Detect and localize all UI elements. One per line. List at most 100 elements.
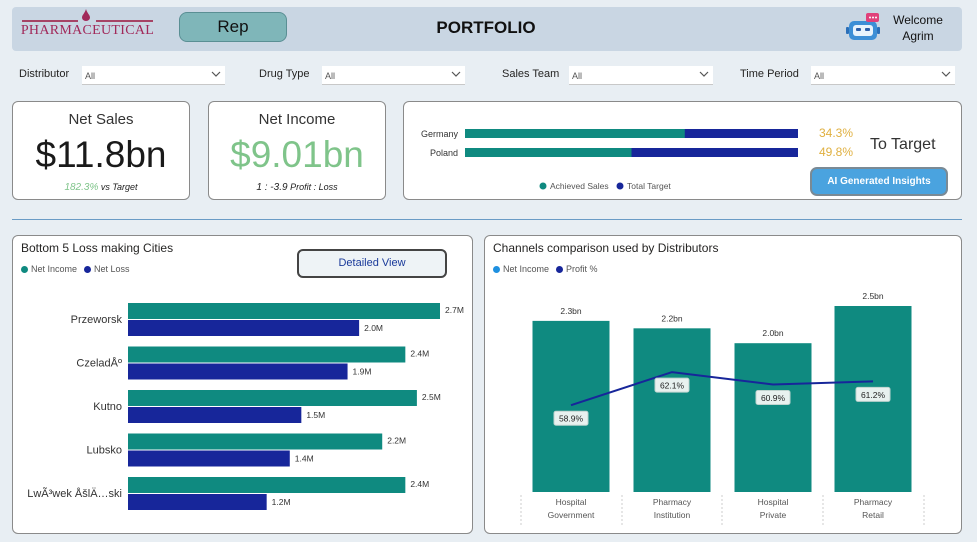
net-sales-value: $11.8bn (35, 134, 167, 175)
channel-category-label: Hospital (758, 497, 789, 507)
net-income-label: 2.4M (410, 479, 429, 489)
to-target-card: Germany Poland Achieved Sales Total Targ… (403, 101, 962, 200)
legend-dot-profit (556, 265, 564, 273)
sales-team-select[interactable]: All (569, 66, 713, 85)
legend-label-net-income: Net Income (31, 264, 78, 274)
channel-bar (532, 320, 610, 492)
chevron-down-icon (941, 71, 951, 77)
legend-dot-net-income (493, 265, 500, 273)
chatbot-icon[interactable] (846, 12, 882, 42)
channel-category-label: Hospital (556, 497, 587, 507)
legend-label-profit: Profit % (566, 264, 598, 274)
profit-label-box (654, 377, 690, 393)
city-label: Przeworsk (71, 314, 123, 326)
net-loss-bar (128, 494, 267, 510)
net-income-label: 2.5M (422, 392, 441, 402)
channel-value-label: 2.5bn (862, 291, 884, 301)
chevron-down-icon (211, 71, 221, 77)
channel-value-label: 2.3bn (560, 306, 582, 316)
net-income-value: $9.01bn (230, 134, 364, 175)
legend-dot-net-income (21, 265, 28, 273)
detailed-view-button[interactable]: Detailed View (297, 249, 447, 278)
target-chart: Germany Poland Achieved Sales Total Targ… (421, 126, 936, 191)
time-period-select-value: All (814, 71, 825, 81)
user-name: Agrim (902, 29, 934, 43)
target-achieved-bar (465, 129, 685, 138)
sales-team-select-value: All (572, 71, 583, 81)
target-country-label: Germany (421, 129, 459, 139)
ai-insights-button[interactable]: AI Generated Insights (810, 167, 948, 196)
filter-label-sales-team: Sales Team (502, 68, 560, 80)
net-income-bar (128, 303, 440, 319)
channel-category-label: Pharmacy (653, 497, 692, 507)
profit-label: 60.9% (761, 393, 786, 403)
profit-label: 61.2% (861, 390, 886, 400)
net-sales-card: Net Sales $11.8bn 182.3% vs Target (12, 101, 190, 200)
net-loss-bar (128, 450, 290, 467)
channel-value-label: 2.2bn (661, 313, 683, 323)
logo-rule-left (22, 20, 78, 22)
distributor-select[interactable]: All (82, 66, 225, 85)
city-label: LwÃ³wek ÅšlÄ…ski (27, 487, 122, 500)
net-sales-sub: 182.3% vs Target (13, 182, 189, 193)
net-income-label: 2.4M (410, 349, 429, 359)
target-country-label: Poland (430, 148, 458, 158)
net-income-bar (128, 433, 383, 450)
net-loss-bar (128, 320, 360, 336)
filter-label-distributor: Distributor (19, 68, 70, 80)
page-title: PORTFOLIO (436, 18, 536, 37)
company-logo: PHARMACEUTICAL (20, 9, 155, 41)
filter-label-time-period: Time Period (740, 68, 799, 80)
legend-dot-achieved (539, 182, 547, 190)
vs-target-percent: 182.3% (64, 182, 99, 193)
profit-label-box (855, 386, 891, 402)
channels-panel: Channels comparison used by Distributors… (484, 235, 962, 534)
target-achieved-bar (465, 148, 632, 157)
net-income-label: 2.2M (387, 436, 406, 446)
welcome-label: Welcome (893, 13, 943, 27)
channel-category-label: Institution (654, 510, 691, 520)
rep-button[interactable]: Rep (179, 12, 287, 42)
profit-loss-ratio-row: 1 : -3.9 Profit : Loss (209, 182, 385, 193)
chevron-down-icon (451, 71, 461, 77)
net-loss-label: 1.2M (272, 497, 291, 507)
time-period-select[interactable]: All (811, 66, 955, 85)
net-loss-bar (128, 363, 348, 380)
profit-label-box (755, 390, 791, 406)
legend-label-target: Total Target (627, 181, 671, 191)
loss-cities-chart: Przeworsk 2.7M 2.0M CzeladÅº 2.4M 1.9M Kutno 2.… (27, 303, 464, 510)
filter-label-drug-type: Drug Type (259, 68, 310, 80)
header-bar (12, 7, 962, 51)
net-income-card: Net Income $9.01bn 1 : -3.9 Profit : Los… (208, 101, 386, 200)
profit-label: 58.9% (559, 414, 584, 424)
channel-value-label: 2.0bn (762, 328, 784, 338)
channel-category-label: Retail (862, 510, 884, 520)
section-divider (12, 219, 962, 220)
profit-loss-ratio: 1 : -3.9 (256, 182, 288, 193)
net-loss-bar (128, 407, 302, 423)
net-income-label: 2.7M (445, 305, 464, 315)
target-pct-value: 34.3% (819, 126, 853, 140)
city-label: Lubsko (87, 445, 122, 457)
profit-loss-label: Profit : Loss (290, 182, 338, 192)
vs-target-label: vs Target (100, 182, 138, 192)
legend-label-net-loss: Net Loss (94, 264, 130, 274)
legend-dot-net-loss (84, 265, 92, 273)
channels-panel-title: Channels comparison used by Distributors (493, 241, 719, 255)
net-loss-label: 1.5M (306, 410, 325, 420)
net-sales-title: Net Sales (68, 111, 134, 128)
welcome-text: Welcome Agrim (885, 12, 951, 44)
profit-line (570, 371, 874, 407)
channels-legend: Net Income Profit % (493, 264, 598, 274)
drug-type-select[interactable]: All (322, 66, 465, 85)
channels-chart: 2.3bn Hospital Government 2.2bn Pharmacy Inst… (520, 291, 925, 526)
net-income-bar (128, 346, 406, 363)
legend-label-achieved: Achieved Sales (550, 181, 609, 191)
distributor-select-value: All (85, 71, 96, 81)
legend-label-net-income: Net Income (503, 264, 550, 274)
city-label: Kutno (93, 401, 122, 413)
channel-bar (734, 343, 812, 492)
channel-category-label: Government (548, 510, 595, 520)
drop-icon (82, 9, 90, 21)
channel-category-label: Pharmacy (854, 497, 893, 507)
